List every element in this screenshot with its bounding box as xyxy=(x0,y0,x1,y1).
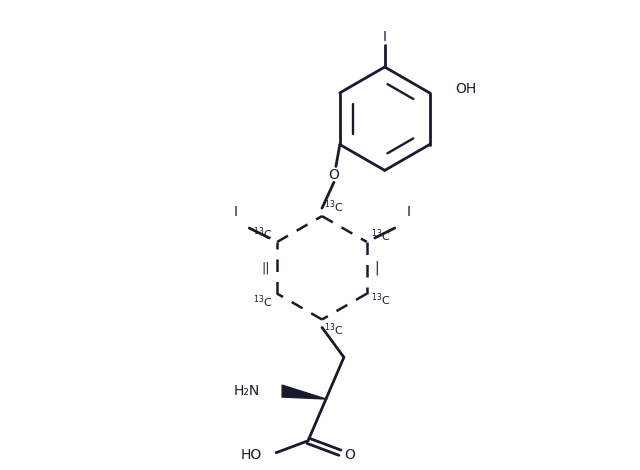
Text: I: I xyxy=(383,30,387,44)
Text: HO: HO xyxy=(241,448,262,462)
Text: $^{13}$C: $^{13}$C xyxy=(324,199,344,215)
Text: $^{13}$C: $^{13}$C xyxy=(371,227,390,244)
Text: $^{13}$C: $^{13}$C xyxy=(324,321,344,338)
Text: I: I xyxy=(234,205,237,219)
Text: H₂N: H₂N xyxy=(234,384,260,398)
Text: O: O xyxy=(344,448,355,462)
Text: I: I xyxy=(406,205,411,219)
Text: ||: || xyxy=(261,261,269,274)
Text: $^{13}$C: $^{13}$C xyxy=(253,293,273,310)
Text: OH: OH xyxy=(456,82,477,96)
Text: |: | xyxy=(374,260,379,275)
Polygon shape xyxy=(282,385,326,399)
Text: $^{13}$C: $^{13}$C xyxy=(371,291,390,308)
Text: O: O xyxy=(328,168,339,182)
Text: $^{13}$C: $^{13}$C xyxy=(253,226,273,243)
